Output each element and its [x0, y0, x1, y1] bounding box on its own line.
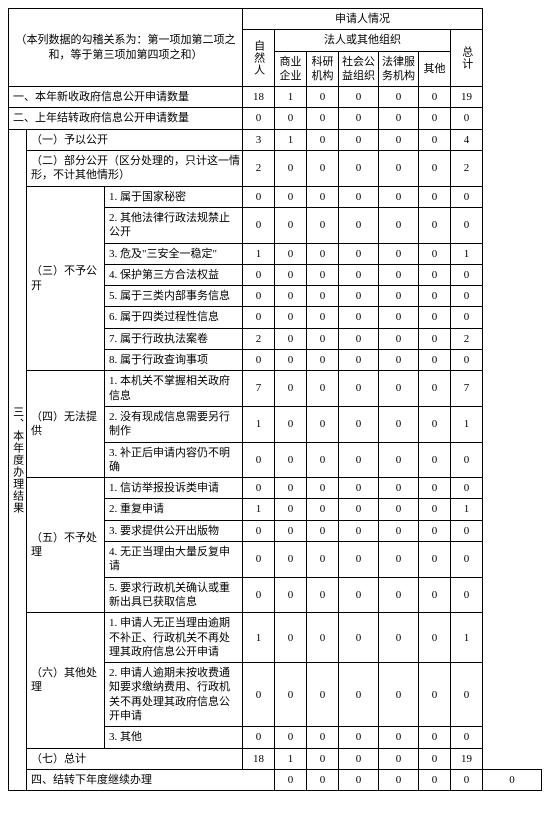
col-total: 总计	[451, 30, 483, 87]
table-row: （二）部分公开（区分处理的，只计这一情形，不计其他情形） 2000002	[9, 151, 542, 187]
table-row: （三）不予公开 1. 属于国家秘密 0000000	[9, 186, 542, 207]
table-row: （五）不予处理 1. 信访举报投诉类申请 0000000	[9, 478, 542, 499]
col-natural: 自然人	[243, 30, 275, 87]
table-row: 二、上年结转政府信息公开申请数量 0000000	[9, 108, 542, 129]
col-other: 其他	[419, 51, 451, 87]
section3-label: 三、本年度办理结果	[9, 129, 27, 790]
col-applicant: 申请人情况	[243, 9, 483, 30]
col-social: 社会公益组织	[339, 51, 379, 87]
col-research: 科研机构	[307, 51, 339, 87]
table-row: （六）其他处理 1. 申请人无正当理由逾期不补正、行政机关不再处理其政府信息公开…	[9, 613, 542, 663]
col-biz: 商业企业	[275, 51, 307, 87]
table-row: （七）总计 181000019	[9, 748, 542, 769]
table-row: 一、本年新收政府信息公开申请数量 181000019	[9, 87, 542, 108]
col-legal: 法律服务机构	[379, 51, 419, 87]
gov-info-table: （本列数据的勾稽关系为：第一项加第二项之和，等于第三项加第四项之和） 申请人情况…	[8, 8, 542, 791]
col-legal-group: 法人或其他组织	[275, 30, 451, 51]
table-row: 三、本年度办理结果 （一）予以公开 3100004	[9, 129, 542, 150]
table-row: （四）无法提供 1. 本机关不掌握相关政府信息 7000007	[9, 371, 542, 407]
table-row: 四、结转下年度继续办理 0000000	[9, 769, 542, 790]
header-note: （本列数据的勾稽关系为：第一项加第二项之和，等于第三项加第四项之和）	[9, 9, 243, 87]
